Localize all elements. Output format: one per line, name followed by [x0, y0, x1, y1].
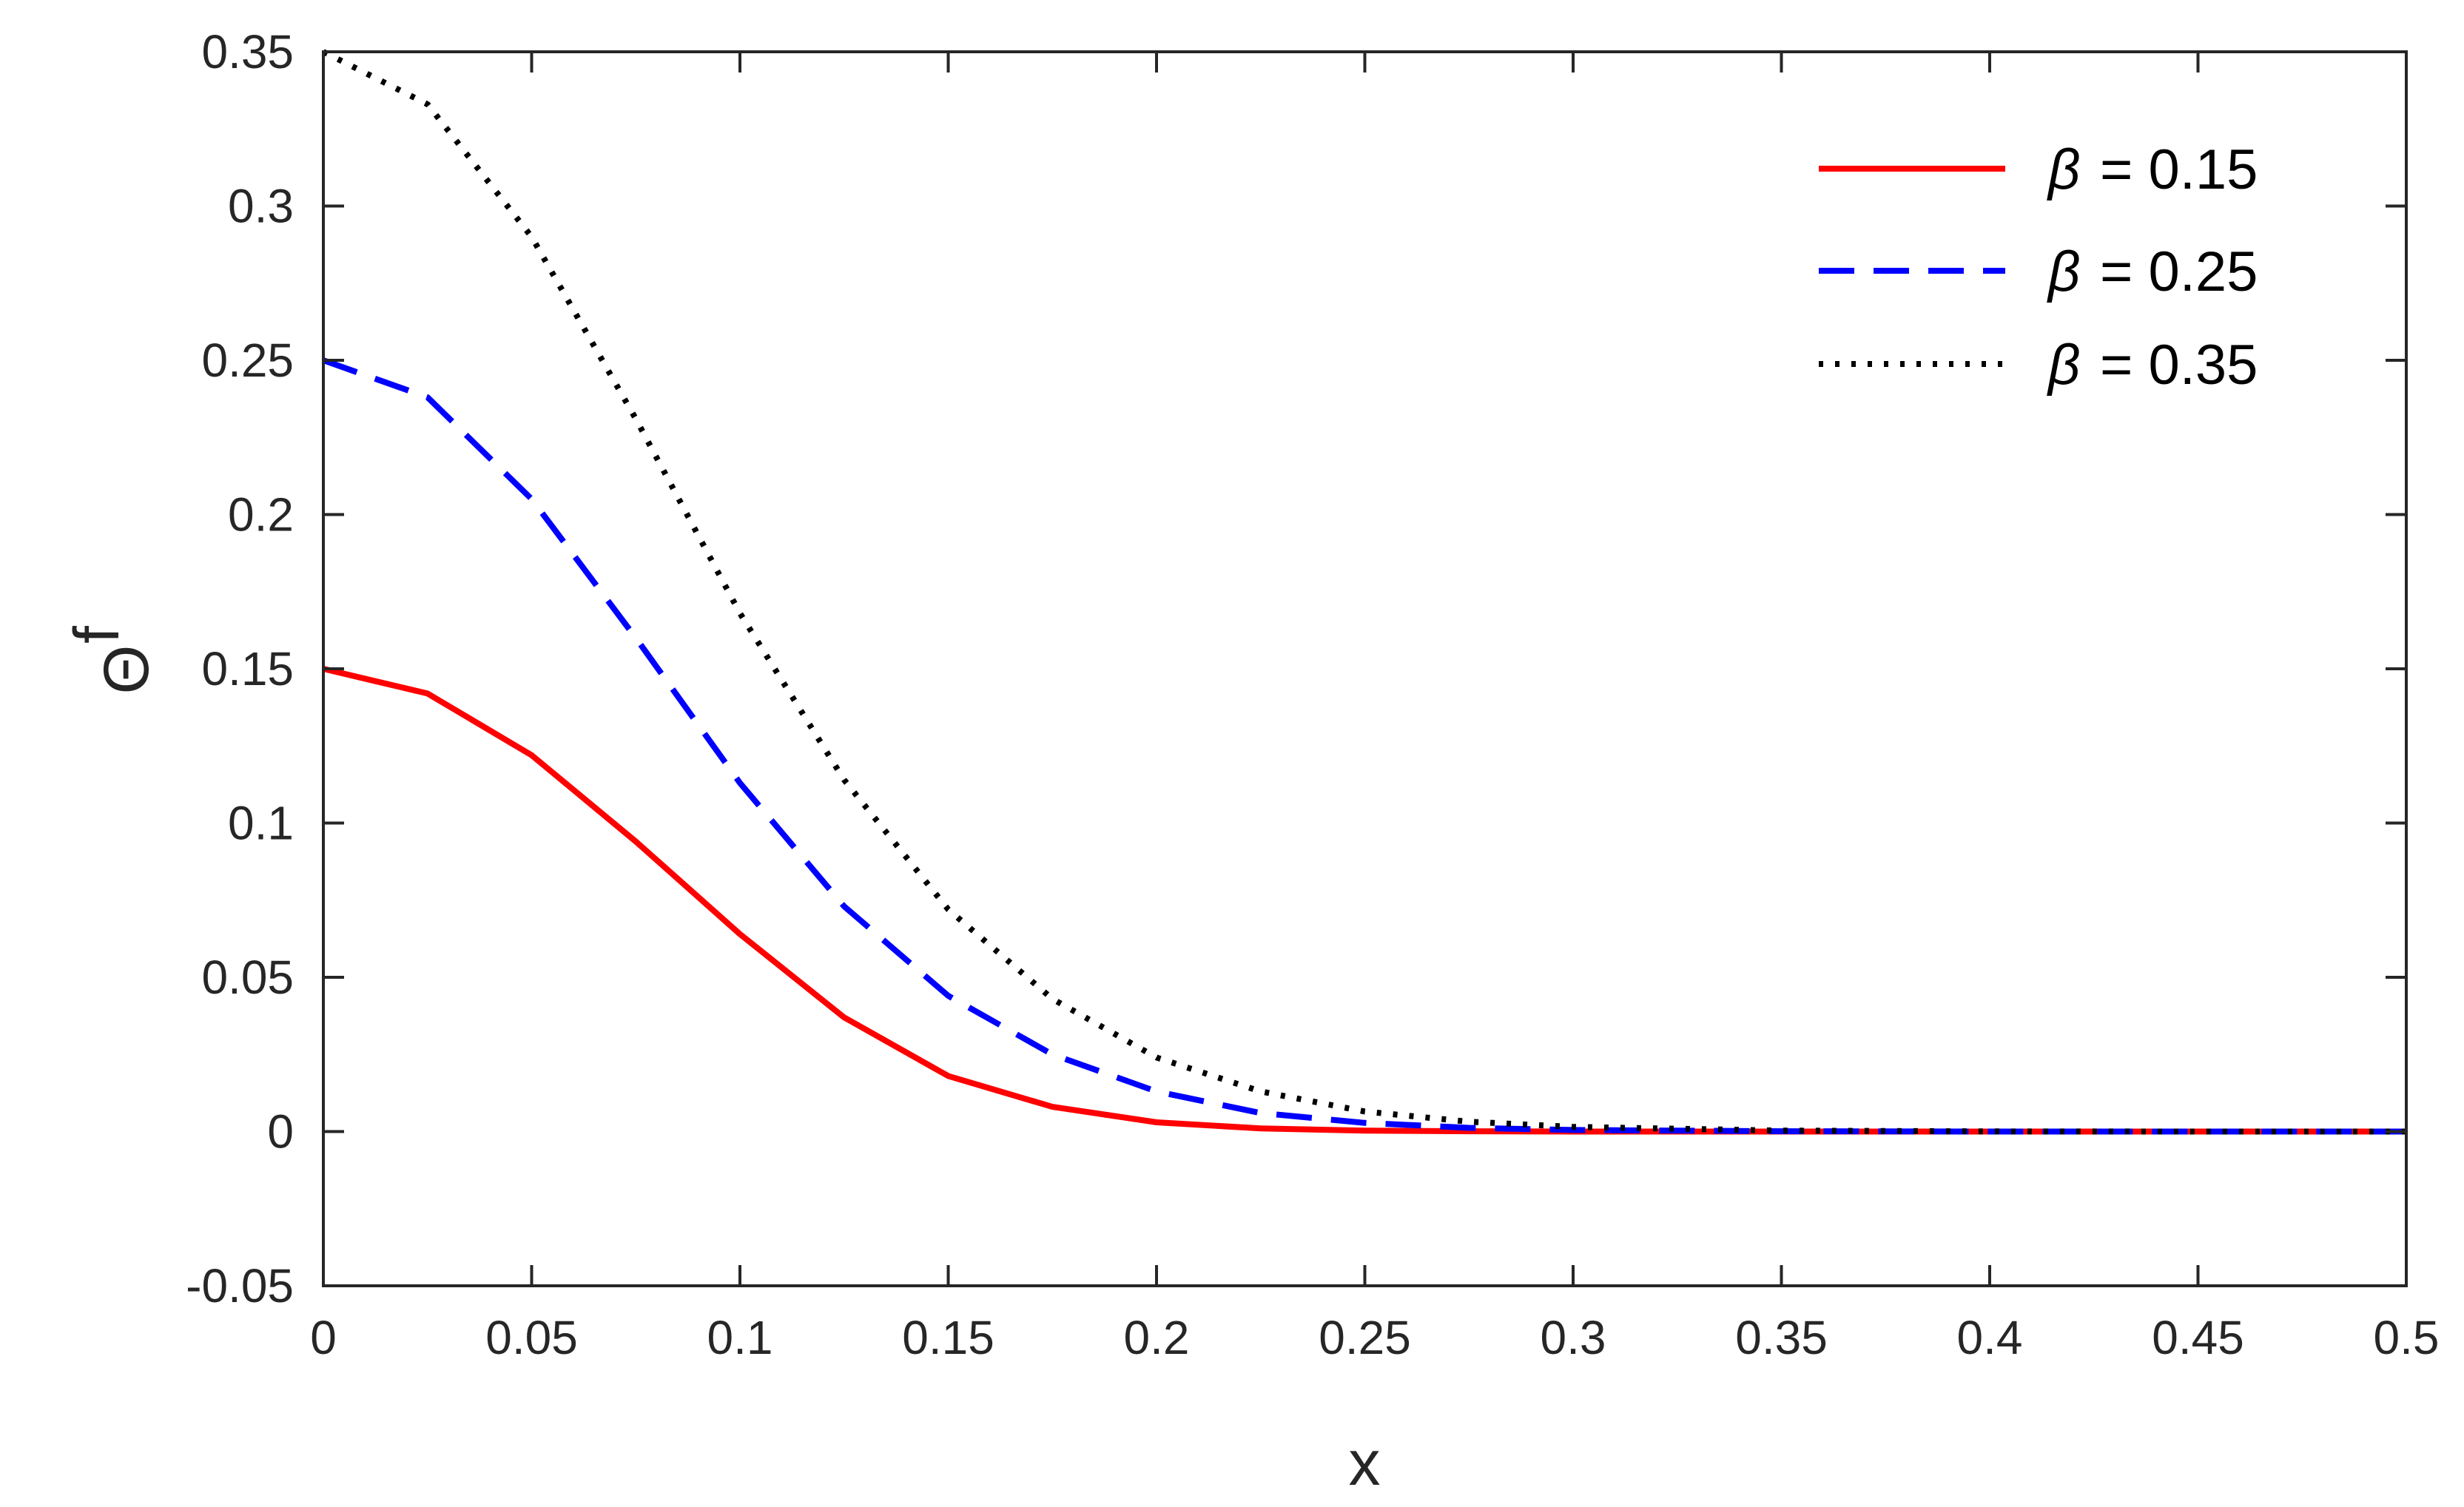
x-axis-title: x — [1349, 1428, 1381, 1499]
legend-label-value-3: = 0.35 — [2100, 334, 2258, 397]
x-tick-label: 0.1 — [707, 1311, 773, 1364]
legend-label-value-2: = 0.25 — [2100, 240, 2258, 303]
x-tick-label: 0.05 — [485, 1311, 578, 1364]
x-tick-label: 0.25 — [1319, 1311, 1411, 1364]
y-tick-label: 0.1 — [228, 797, 294, 850]
x-tick-label: 0.2 — [1124, 1311, 1190, 1364]
x-tick-label: 0.4 — [1957, 1311, 2023, 1364]
ticks-group: 0 0.05 0.1 0.15 0.2 0.25 0.3 0.35 0.4 0.45 0.5 -0.0… — [186, 25, 2439, 1364]
legend-label-symbol-2: β — [2047, 240, 2080, 303]
y-tick-label: 0.35 — [201, 25, 294, 78]
x-tick-label: 0 — [310, 1311, 337, 1364]
x-tick-label: 0.15 — [902, 1311, 994, 1364]
y-axis-title-superscript: f — [61, 625, 132, 644]
y-tick-label: 0.2 — [228, 488, 294, 542]
y-tick-label: 0.15 — [201, 642, 294, 695]
y-tick-label: 0.25 — [201, 334, 294, 387]
x-tick-label: 0.3 — [1541, 1311, 1606, 1364]
x-tick-label: 0.5 — [2374, 1311, 2440, 1364]
series-group — [322, 49, 2406, 1135]
legend-label-symbol-1: β — [2047, 138, 2080, 201]
y-axis-title-symbol: Θ — [91, 645, 162, 695]
y-tick-label: -0.05 — [186, 1259, 294, 1312]
y-axis-title: Θ f — [61, 625, 162, 695]
y-tick-label: 0.3 — [228, 180, 294, 233]
y-tick-label: 0.05 — [201, 951, 294, 1004]
series-line-3 — [322, 49, 2406, 1135]
x-tick-label: 0.45 — [2152, 1311, 2244, 1364]
legend-label-symbol-3: β — [2047, 334, 2080, 397]
y-tick-label: 0 — [267, 1105, 294, 1159]
x-tick-label: 0.35 — [1735, 1311, 1828, 1364]
legend: β = 0.15 β = 0.25 β = 0.35 — [1819, 138, 2258, 397]
legend-label-value-1: = 0.15 — [2100, 138, 2258, 201]
